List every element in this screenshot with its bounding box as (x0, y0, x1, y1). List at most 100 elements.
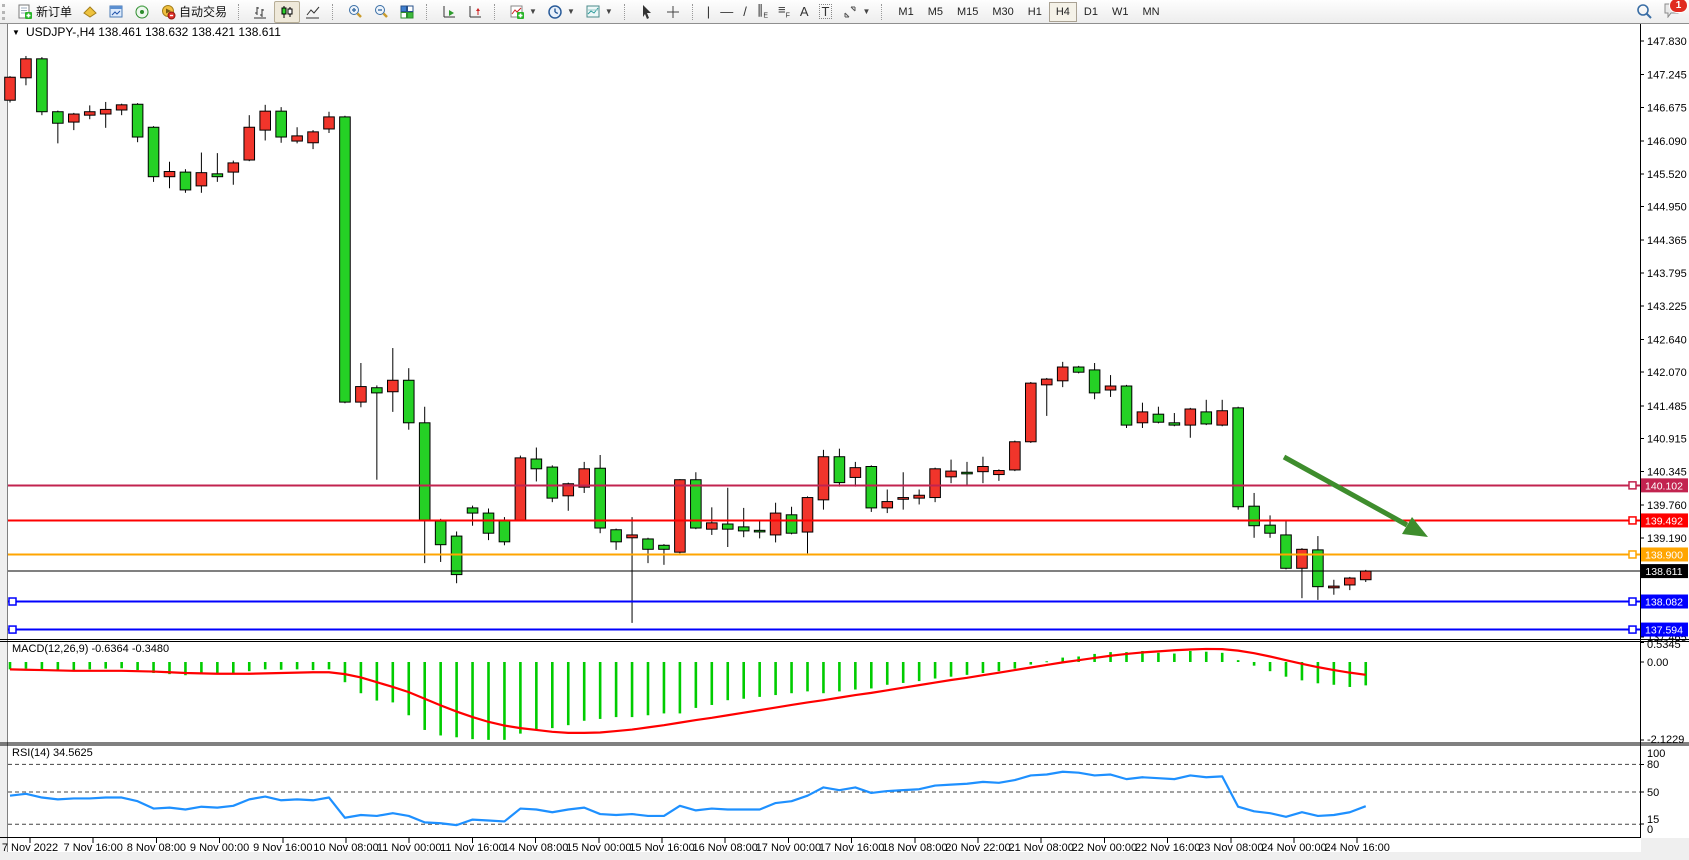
arrows-button[interactable]: ▼ (837, 1, 875, 23)
cursor-button[interactable] (634, 1, 660, 23)
macd-histogram-bar (630, 662, 634, 718)
periods-button[interactable]: ▼ (542, 1, 580, 23)
fibonacci-icon: ≡F (777, 2, 790, 20)
timeframe-m5[interactable]: M5 (927, 5, 943, 18)
auto-scroll-button[interactable] (436, 1, 462, 23)
timeframe-w1[interactable]: W1 (1111, 5, 1129, 18)
price-line-137-594[interactable]: 137.594 (8, 622, 1688, 637)
price-line-139-492[interactable]: 139.492 (8, 513, 1688, 528)
candle (115, 104, 128, 111)
chart-profiles-button[interactable] (77, 1, 103, 23)
price-badge-label: 138.900 (1645, 549, 1683, 561)
price-line-138-611[interactable]: 138.611 (8, 564, 1688, 579)
fibonacci-button[interactable]: ≡F (773, 1, 795, 23)
macd-histogram-bar (598, 662, 602, 719)
line-anchor-marker[interactable] (8, 625, 17, 634)
line-chart-button[interactable] (300, 1, 326, 23)
candle (1056, 366, 1069, 382)
timeframe-mn[interactable]: MN (1142, 5, 1160, 18)
time-tick-label: 23 Nov 08:00 (1198, 842, 1263, 854)
candle (530, 458, 543, 470)
timeframe-m15[interactable]: M15 (956, 5, 979, 18)
market-watch-button[interactable] (103, 1, 129, 23)
equidistant-channel-button[interactable]: ∥E (752, 1, 773, 23)
zoom-out-button[interactable] (368, 1, 394, 23)
crosshair-icon (666, 5, 679, 18)
chart-title-text: USDJPY-,H4 138.461 138.632 138.421 138.6… (26, 25, 281, 39)
macd-histogram-bar (88, 662, 92, 670)
chart-shift-button[interactable] (462, 1, 488, 23)
zoom-in-button[interactable] (342, 1, 368, 23)
macd-histogram-bar (423, 662, 426, 730)
candle (961, 471, 973, 475)
text-label-button[interactable]: T (814, 1, 838, 23)
line-anchor-marker[interactable] (1628, 550, 1637, 559)
auto-trading-button[interactable]: 自动交易 (155, 1, 232, 23)
timeframe-m1[interactable]: M1 (898, 5, 914, 18)
macd-histogram-bar (343, 662, 347, 683)
candle (785, 514, 798, 534)
price-tick-label: 139.190 (1647, 533, 1687, 545)
new-order-button[interactable]: 新订单 (12, 1, 77, 23)
macd-histogram-bar (1013, 662, 1017, 669)
time-tick-label: 24 Nov 00:00 (1261, 842, 1326, 854)
text-button[interactable]: A (795, 1, 814, 23)
bar-chart-button[interactable] (248, 1, 274, 23)
time-tick-label: 22 Nov 00:00 (1072, 842, 1137, 854)
price-line-138-082[interactable]: 138.082 (8, 594, 1688, 609)
main-toolbar: 新订单 自动交易 (0, 0, 1689, 24)
time-tick-label: 20 Nov 22:00 (945, 842, 1010, 854)
macd-pane: MACD(12,26,9) -0.6364 -0.3480 0.5345 0.00 -… (8, 639, 1684, 746)
community-chat-button[interactable]: 1 (1663, 0, 1688, 21)
line-anchor-marker[interactable] (1628, 597, 1637, 606)
time-tick-label: 24 Nov 16:00 (1324, 842, 1389, 854)
macd-scale-label: -2.1229 (1647, 734, 1684, 746)
bar-chart-icon (254, 6, 267, 18)
macd-histogram-bar (965, 662, 969, 675)
indicators-button[interactable]: ▼ (504, 1, 542, 23)
toolbar-drag-handle[interactable] (2, 3, 10, 20)
navigator-button[interactable] (129, 1, 155, 23)
rsi-line (9, 770, 1367, 827)
arrows-icon (844, 6, 856, 17)
timeframe-m30[interactable]: M30 (992, 5, 1014, 18)
candle (355, 386, 367, 403)
macd-histogram-bar (870, 662, 873, 689)
line-anchor-marker[interactable] (1628, 516, 1637, 525)
toolbar-separator (494, 3, 501, 20)
candle (371, 387, 383, 394)
line-anchor-marker[interactable] (1628, 625, 1637, 634)
crosshair-button[interactable] (660, 1, 686, 23)
candlestick-chart-button[interactable] (274, 0, 301, 23)
macd-histogram-bar (1300, 662, 1304, 681)
macd-histogram-bar (407, 662, 411, 716)
line-anchor-marker[interactable] (1628, 481, 1637, 490)
trendline-button[interactable]: / (738, 1, 752, 23)
timeframe-h4[interactable]: H4 (1048, 1, 1077, 22)
macd-label: MACD(12,26,9) -0.6364 -0.3480 (12, 643, 169, 655)
macd-histogram-bar (1316, 662, 1320, 684)
price-line-140-102[interactable]: 140.102 (8, 478, 1688, 493)
timeframe-h1[interactable]: H1 (1027, 5, 1042, 18)
macd-histogram-bar (742, 662, 745, 699)
templates-button[interactable]: ▼ (580, 1, 618, 23)
macd-histogram-bar (519, 662, 522, 734)
candle (817, 456, 830, 501)
candle (307, 131, 319, 144)
price-line-138-900[interactable]: 138.900 (8, 547, 1688, 562)
timeframe-d1[interactable]: D1 (1083, 5, 1098, 18)
price-tick-label: 146.090 (1647, 136, 1687, 148)
trend-arrow-annotation[interactable] (1282, 454, 1428, 537)
search-icon[interactable] (1636, 3, 1653, 20)
tile-windows-button[interactable] (394, 1, 420, 23)
horizontal-line-button[interactable]: — (715, 1, 738, 23)
chart-profiles-icon (83, 5, 97, 18)
line-anchor-marker[interactable] (8, 597, 17, 606)
candle (1009, 441, 1021, 471)
macd-histogram-bar (56, 662, 60, 672)
market-watch-icon (109, 5, 123, 17)
vertical-line-button[interactable]: | (702, 1, 715, 23)
macd-histogram-bar (726, 662, 730, 701)
macd-histogram-bar (1157, 652, 1160, 662)
